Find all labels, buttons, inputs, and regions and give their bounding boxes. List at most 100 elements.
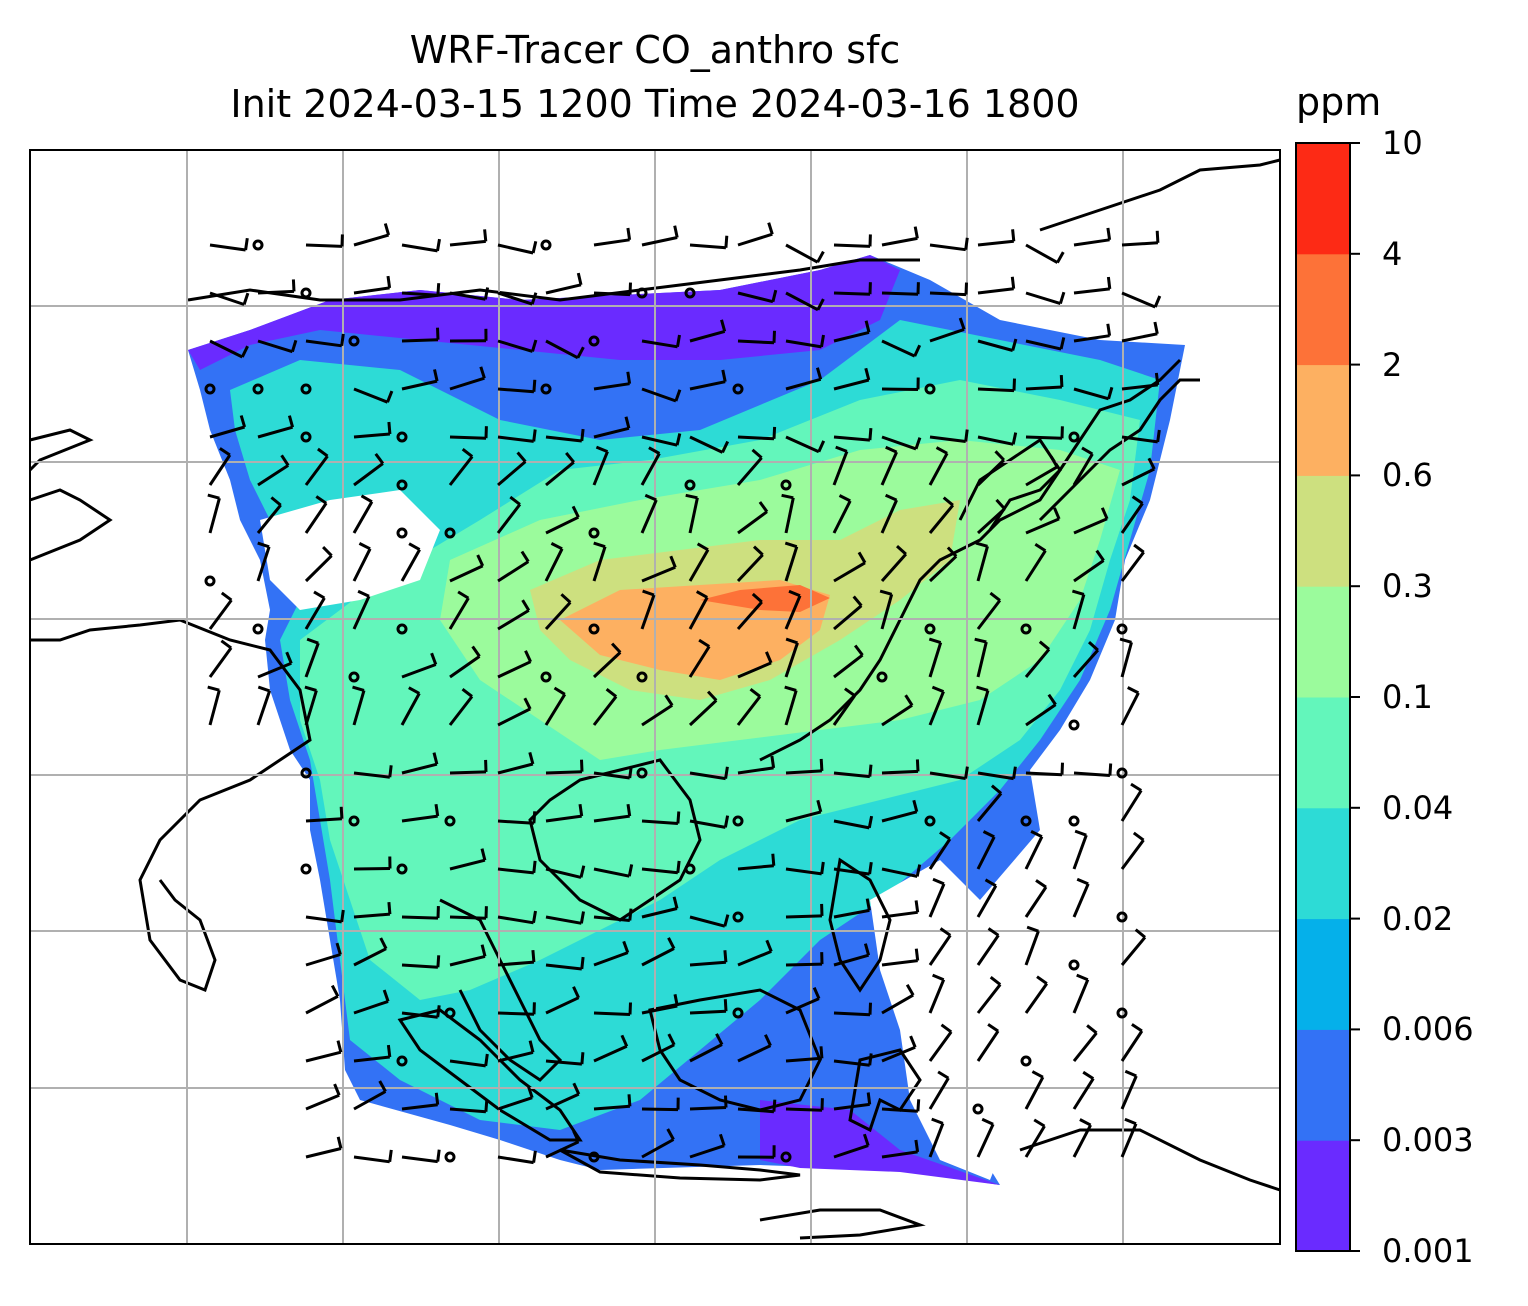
- wind-barb-staff: [1120, 1030, 1144, 1062]
- wind-barb-staff: [1024, 982, 1049, 1014]
- wind-barb-staff: [401, 243, 438, 253]
- wind-barb-flag: [1153, 321, 1159, 335]
- wind-barb-staff: [400, 548, 421, 582]
- wind-barb-staff: [305, 1093, 340, 1111]
- wind-barb-staff: [593, 382, 630, 391]
- wind-barb-flag: [1087, 640, 1099, 652]
- wind-barb-staff: [593, 426, 630, 439]
- colorbar-segment: [1296, 586, 1350, 698]
- wind-barb-flag: [280, 454, 290, 467]
- wind-barb-staff: [593, 771, 630, 780]
- tracer-field: [188, 255, 1185, 1185]
- calm-wind-circle: [396, 527, 408, 539]
- calm-wind-circle: [876, 671, 888, 683]
- wind-barb-flag: [698, 638, 711, 648]
- wind-barb-flag: [207, 685, 220, 692]
- wind-barb-flag: [379, 937, 388, 950]
- wind-barb-flag: [721, 440, 730, 454]
- calm-wind-circle: [444, 527, 456, 539]
- wind-barb-staff: [689, 1144, 725, 1159]
- wind-barb-flag: [913, 344, 922, 357]
- wind-barb-flag: [530, 292, 538, 305]
- wind-barb-flag: [322, 546, 333, 557]
- wind-barb-flag: [715, 1033, 724, 1046]
- wind-barb-flag: [788, 589, 801, 598]
- wind-barb-flag: [857, 551, 867, 564]
- calm-wind-circle: [588, 1151, 600, 1163]
- wind-barb-flag: [532, 1150, 537, 1163]
- wind-barb-flag: [580, 759, 584, 772]
- wind-barb-staff: [881, 769, 919, 775]
- wind-barb-staff: [833, 1102, 870, 1111]
- calm-wind-circle: [396, 479, 408, 491]
- wind-barb-flag: [964, 282, 968, 295]
- wind-barb-staff: [1025, 291, 1061, 306]
- wind-barb-flag: [383, 223, 391, 236]
- wind-barb-staff: [208, 454, 232, 486]
- wind-barb-flag: [939, 831, 951, 841]
- wind-barb-staff: [305, 1147, 342, 1159]
- coastline-mongolia: [187, 258, 920, 302]
- wind-barb-staff: [401, 1103, 438, 1111]
- calm-wind-circle: [396, 431, 408, 443]
- wind-barb-staff: [928, 1077, 950, 1110]
- wind-barb-staff: [833, 771, 870, 779]
- wind-barb-flag: [772, 1099, 777, 1112]
- wind-barb-flag: [723, 815, 730, 828]
- wind-barb-flag: [976, 685, 989, 692]
- wind-barb-flag: [675, 433, 682, 446]
- wind-barb-flag: [1106, 276, 1112, 290]
- wind-barb-flag: [239, 415, 247, 428]
- wind-barb-flag: [676, 811, 681, 824]
- wind-barb-staff: [449, 1107, 487, 1114]
- wind-barb-flag: [1082, 1070, 1095, 1080]
- wind-barb-flag: [611, 642, 622, 654]
- coastline-java: [559, 1148, 801, 1182]
- wind-barb-staff: [497, 609, 530, 631]
- coastline-indochina: [528, 758, 702, 922]
- wind-barb-flag: [696, 542, 709, 552]
- wind-barb-staff: [689, 329, 726, 343]
- calm-wind-circle: [636, 671, 648, 683]
- colorbar-segment: [1296, 364, 1350, 476]
- calm-wind-circle: [1020, 815, 1032, 827]
- wind-barb-flag: [642, 589, 655, 597]
- wind-barb-staff: [448, 695, 474, 726]
- wind-barb-staff: [976, 599, 1002, 630]
- wind-barb-staff: [545, 461, 575, 487]
- wind-barb-flag: [579, 865, 586, 878]
- wind-barb-staff: [353, 1155, 390, 1164]
- wind-barb-staff: [497, 460, 527, 487]
- wind-barb-staff: [737, 291, 774, 304]
- wind-barb-flag: [664, 694, 674, 707]
- wind-barb-staff: [641, 387, 677, 403]
- wind-barb-flag: [360, 494, 373, 504]
- wind-barb-staff: [545, 1140, 580, 1159]
- colorbar-tick-label: 0.6: [1382, 456, 1433, 495]
- wind-barb-staff: [833, 378, 870, 391]
- wind-barb-flag: [626, 803, 632, 817]
- wind-barb-staff: [881, 387, 919, 391]
- wind-barb-flag: [436, 238, 441, 252]
- coastline-northeast: [1039, 158, 1281, 232]
- colorbar-segment: [1296, 1029, 1350, 1141]
- wind-barb-flag: [532, 860, 537, 874]
- wind-barb-staff: [593, 238, 630, 247]
- wind-barb-staff: [1072, 649, 1100, 678]
- wind-barb-flag: [771, 289, 778, 303]
- wind-barb-flag: [388, 765, 393, 778]
- wind-barb-staff: [545, 996, 580, 1015]
- wind-barb-flag: [1011, 338, 1018, 351]
- wind-barb-staff: [497, 560, 530, 583]
- coastline-philippines: [828, 857, 892, 993]
- wind-barb-staff: [209, 291, 245, 306]
- wind-barb-staff: [785, 997, 820, 1015]
- wind-barb-staff: [641, 867, 678, 875]
- wind-barb-flag: [526, 1085, 534, 1099]
- wind-barb-flag: [964, 766, 969, 779]
- wind-barb-staff: [353, 912, 391, 919]
- wind-barb-staff: [881, 704, 913, 727]
- wind-barb-flag: [673, 225, 679, 238]
- wind-barb-staff: [928, 883, 946, 918]
- wind-barb-flag: [1153, 295, 1162, 308]
